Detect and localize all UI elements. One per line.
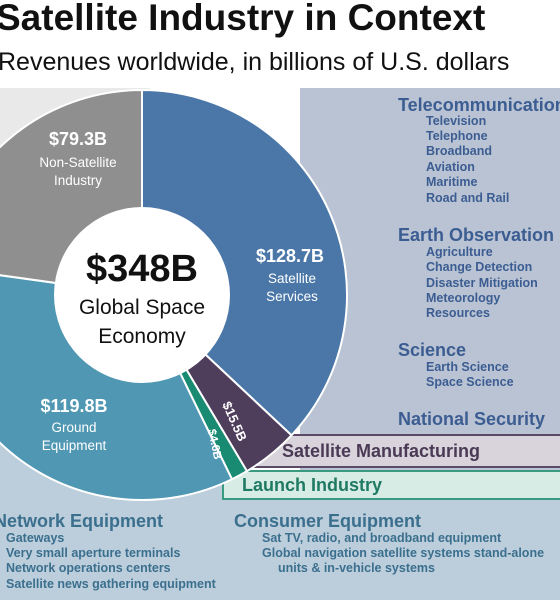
slice-value-label-non-satellite: $79.3B: [49, 129, 107, 149]
slice-name-label-ground-equipment-1: Ground: [51, 420, 96, 435]
slice-name-label-ground-equipment-2: Equipment: [42, 438, 107, 453]
category-heading-telecommunications: Telecommunications: [398, 95, 560, 115]
category-item: Resources: [426, 306, 490, 320]
category-item: Agriculture: [426, 245, 493, 259]
chart-title: Satellite Industry in Context: [0, 0, 486, 38]
category-item: Broadband: [426, 144, 492, 158]
category-item: Television: [426, 114, 487, 128]
chart-subtitle: Revenues worldwide, in billions of U.S. …: [0, 48, 510, 76]
category-item: Disaster Mitigation: [426, 276, 538, 290]
slice-value-label-satellite-services: $128.7B: [256, 246, 324, 266]
category-item: Very small aperture terminals: [6, 546, 181, 560]
pie-slice-ground-equipment: [0, 274, 234, 501]
center-value: $348B: [86, 248, 198, 290]
category-item: Sat TV, radio, and broadband equipment: [262, 531, 502, 545]
ground-equipment-panel: [0, 495, 560, 600]
center-label-line2: Economy: [98, 325, 186, 348]
category-item: Earth Science: [426, 360, 509, 374]
launch-industry-label: Launch Industry: [222, 470, 560, 500]
category-heading-consumer-equipment: Consumer Equipment: [234, 511, 422, 531]
satellite-manufacturing-label: Satellite Manufacturing: [240, 434, 560, 468]
slice-name-label-satellite-services-2: Services: [266, 289, 318, 304]
category-item: Aviation: [426, 160, 475, 174]
category-heading-national-security: National Security: [398, 409, 546, 429]
category-heading-earth-observation: Earth Observation: [398, 225, 555, 245]
category-item: Telephone: [426, 129, 488, 143]
category-item: Network operations centers: [6, 561, 171, 575]
category-item: Meteorology: [426, 291, 501, 305]
slice-name-label-non-satellite-1: Non-Satellite: [39, 155, 116, 170]
category-item: Gateways: [6, 531, 65, 545]
center-label-line1: Global Space: [79, 296, 205, 319]
category-item: Global navigation satellite systems stan…: [262, 546, 545, 560]
pie-slice-satellite-services: [141, 88, 348, 437]
category-heading-network-equipment: Network Equipment: [0, 511, 164, 531]
category-item: Change Detection: [426, 260, 533, 274]
category-item: Satellite news gathering equipment: [6, 577, 216, 591]
category-heading-science: Science: [398, 340, 467, 360]
slice-name-label-non-satellite-2: Industry: [54, 173, 102, 188]
slice-value-label-ground-equipment: $119.8B: [40, 396, 107, 416]
center-circle: [54, 207, 230, 383]
category-item: Space Science: [426, 375, 514, 389]
category-item: units & in-vehicle systems: [278, 561, 436, 575]
category-item: Road and Rail: [426, 191, 510, 205]
category-item: Maritime: [426, 175, 478, 189]
slice-name-label-satellite-services-1: Satellite: [268, 271, 316, 286]
